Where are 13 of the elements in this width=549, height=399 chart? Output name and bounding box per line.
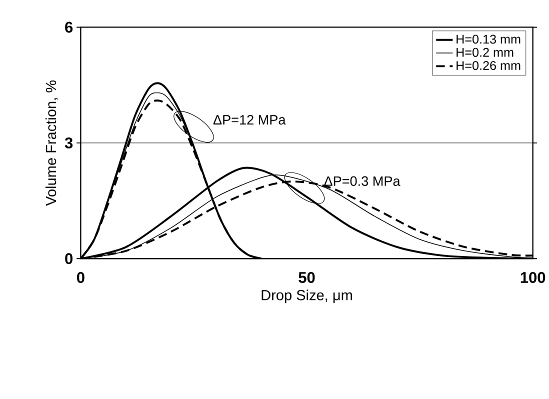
y-axis-title: Volume Fraction, % (45, 80, 58, 206)
legend-label: H=0.13 mm (456, 34, 520, 44)
y-tick-label: 3 (64, 138, 73, 149)
x-tick-label: 0 (77, 272, 84, 284)
legend-label: H=0.26 mm (456, 61, 520, 70)
x-tick-label: 100 (520, 272, 546, 284)
annotation: ΔP=0.3 MPa (324, 176, 400, 186)
x-axis-title: Drop Size, μm (262, 290, 352, 304)
y-tick-label: 0 (65, 253, 73, 264)
legend-label: H=0.2 mm (456, 48, 514, 58)
x-tick-label: 50 (298, 272, 315, 284)
y-tick-label: 6 (65, 22, 73, 33)
annotation: ΔP=12 MPa (213, 115, 286, 125)
